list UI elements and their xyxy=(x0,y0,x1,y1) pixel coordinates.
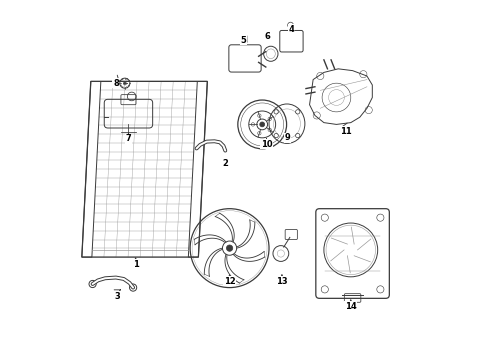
Text: 14: 14 xyxy=(345,302,357,311)
Text: 3: 3 xyxy=(115,292,121,301)
Text: 1: 1 xyxy=(133,260,139,269)
Text: 5: 5 xyxy=(240,36,246,45)
Circle shape xyxy=(260,122,265,127)
Text: 12: 12 xyxy=(224,276,236,285)
Text: 6: 6 xyxy=(265,32,270,41)
Text: 8: 8 xyxy=(113,79,119,88)
Text: 11: 11 xyxy=(340,127,351,136)
Circle shape xyxy=(226,245,233,251)
Text: 2: 2 xyxy=(222,159,228,168)
Text: 13: 13 xyxy=(276,276,288,285)
Text: 7: 7 xyxy=(125,134,131,143)
Text: 10: 10 xyxy=(261,140,272,149)
Text: 4: 4 xyxy=(289,25,294,34)
Text: 9: 9 xyxy=(284,133,290,142)
